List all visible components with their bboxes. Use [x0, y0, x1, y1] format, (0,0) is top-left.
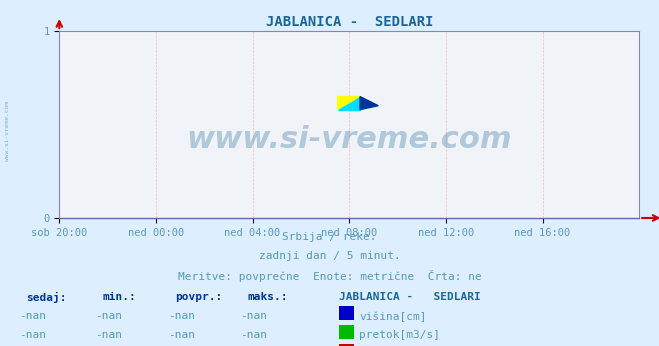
Polygon shape [337, 97, 360, 110]
Text: www.si-vreme.com: www.si-vreme.com [186, 125, 512, 154]
Polygon shape [337, 97, 360, 110]
Text: višina[cm]: višina[cm] [359, 311, 426, 322]
Text: povpr.:: povpr.: [175, 292, 222, 302]
Text: -nan: -nan [241, 311, 267, 321]
Text: -nan: -nan [96, 311, 122, 321]
Polygon shape [360, 97, 378, 110]
Text: JABLANICA -   SEDLARI: JABLANICA - SEDLARI [339, 292, 481, 302]
Text: maks.:: maks.: [247, 292, 287, 302]
Text: Srbija / reke.: Srbija / reke. [282, 232, 377, 242]
Text: sedaj:: sedaj: [26, 292, 67, 303]
Text: min.:: min.: [102, 292, 136, 302]
Text: -nan: -nan [168, 330, 194, 340]
Text: www.si-vreme.com: www.si-vreme.com [5, 101, 11, 162]
Text: pretok[m3/s]: pretok[m3/s] [359, 330, 440, 340]
Text: -nan: -nan [20, 330, 46, 340]
Title: JABLANICA -  SEDLARI: JABLANICA - SEDLARI [266, 15, 433, 29]
Text: -nan: -nan [241, 330, 267, 340]
Text: -nan: -nan [20, 311, 46, 321]
Text: -nan: -nan [96, 330, 122, 340]
Text: -nan: -nan [168, 311, 194, 321]
Text: Meritve: povprečne  Enote: metrične  Črta: ne: Meritve: povprečne Enote: metrične Črta:… [178, 270, 481, 282]
Text: zadnji dan / 5 minut.: zadnji dan / 5 minut. [258, 251, 401, 261]
